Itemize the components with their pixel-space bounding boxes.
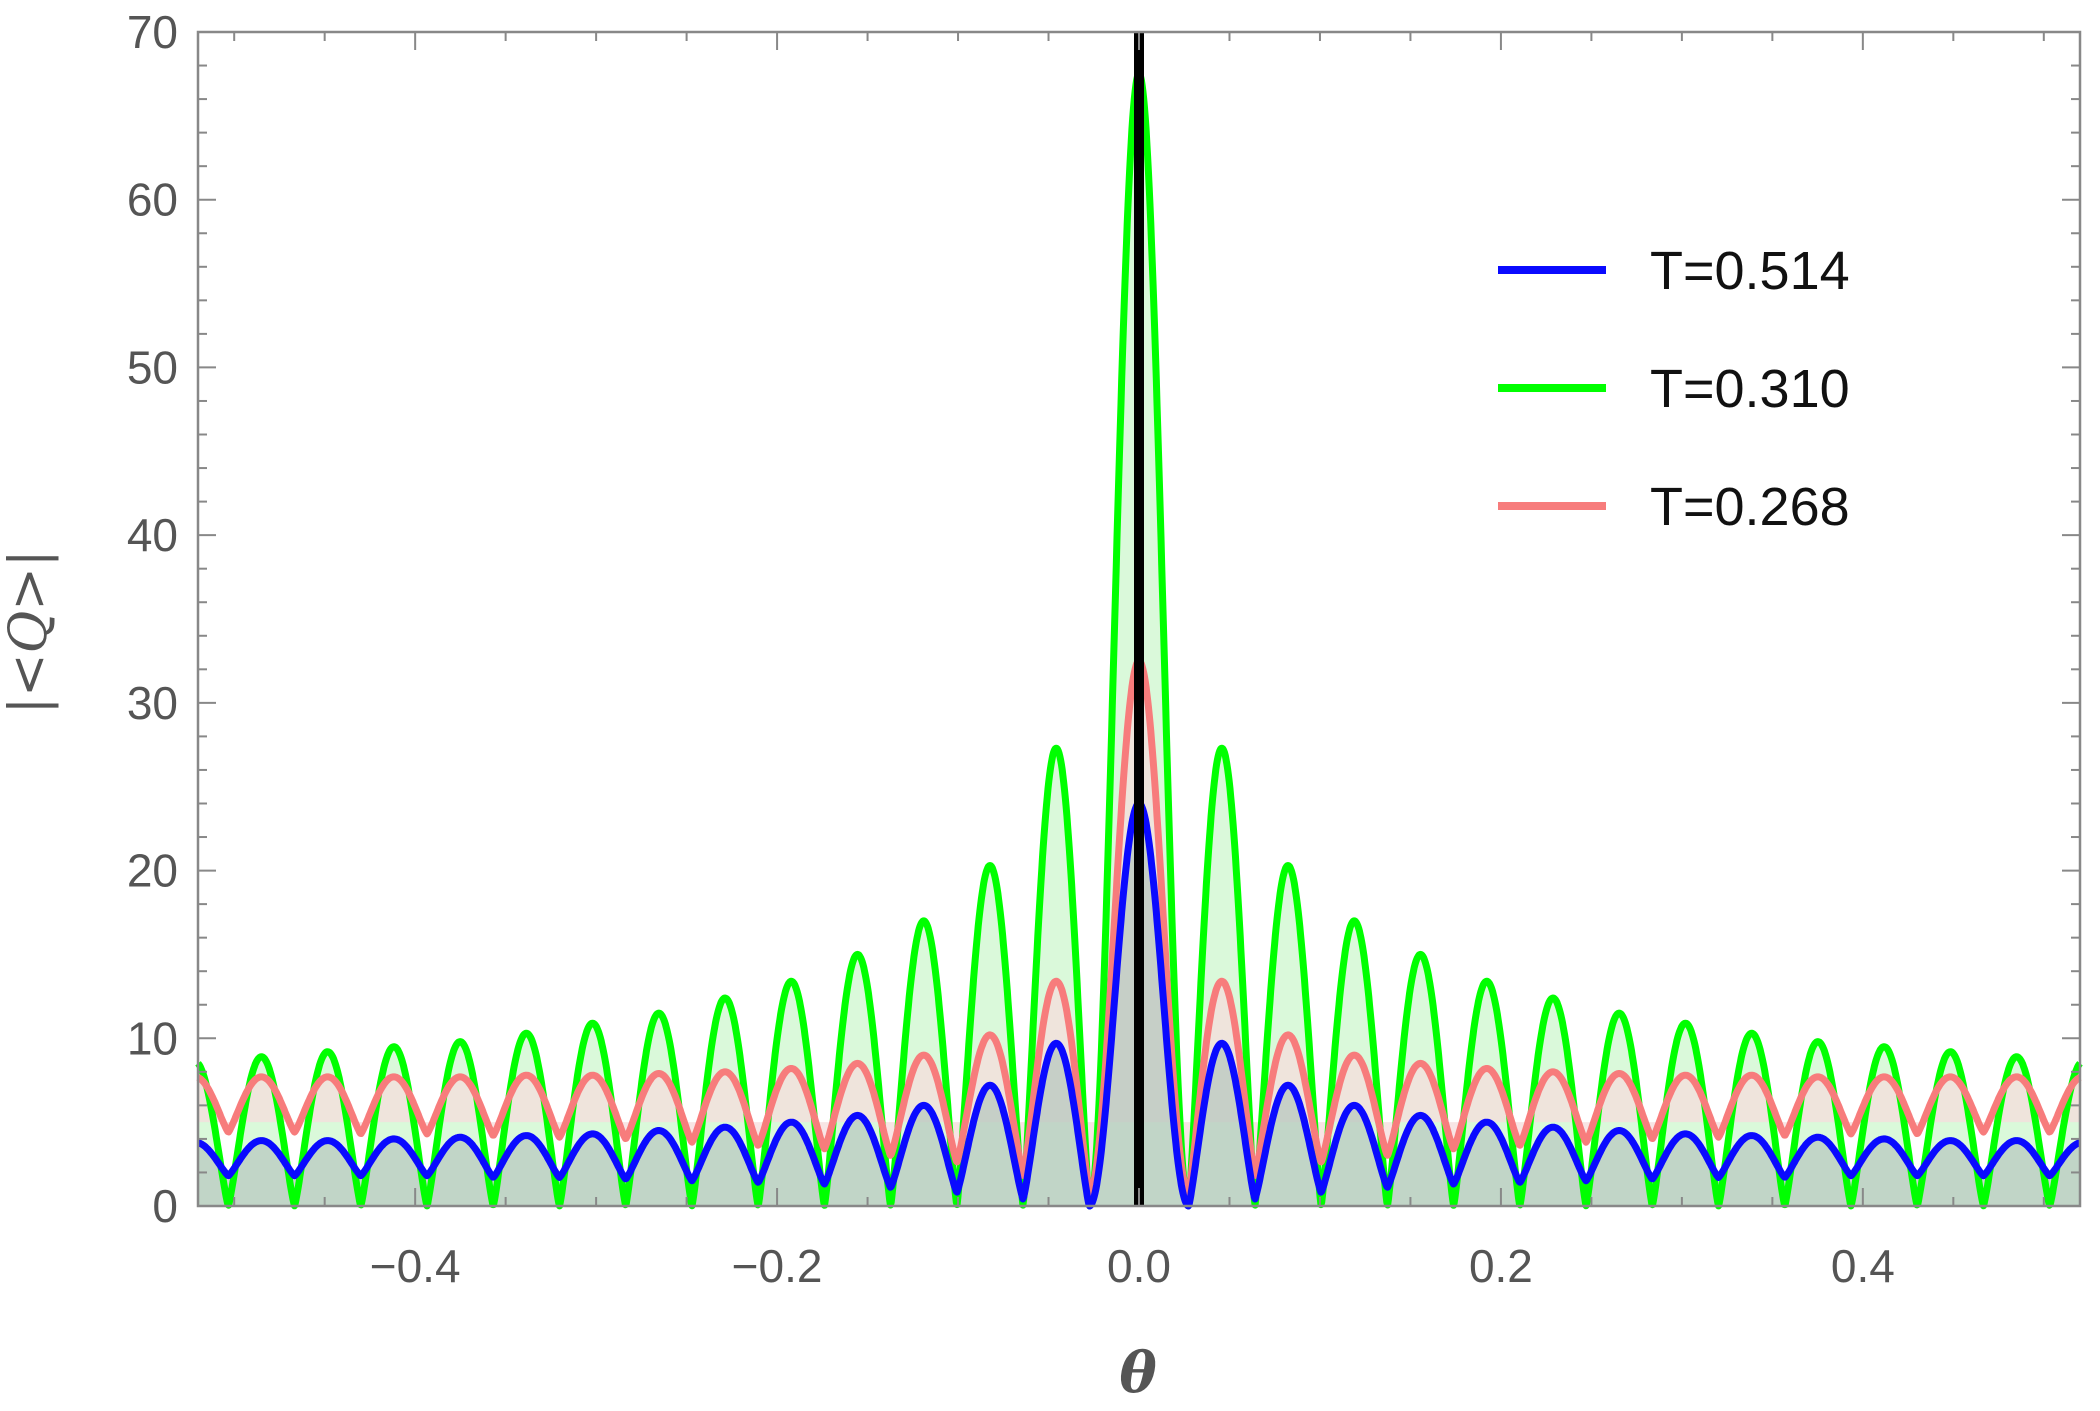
legend-label-1: T=0.310 <box>1650 359 1850 419</box>
y-axis-label: |<Q>| <box>0 550 59 715</box>
y-tick-label: 0 <box>152 1180 178 1232</box>
x-tick-label: −0.2 <box>732 1240 823 1292</box>
legend: T=0.514 T=0.310 T=0.268 <box>1498 241 1850 537</box>
y-tick-label: 30 <box>127 677 178 729</box>
legend-label-2: T=0.268 <box>1650 477 1850 537</box>
y-tick-label: 10 <box>127 1012 178 1064</box>
x-tick-label: −0.4 <box>370 1240 461 1292</box>
y-tick-label: 50 <box>127 341 178 393</box>
y-tick-label: 70 <box>127 6 178 58</box>
y-tick-label: 20 <box>127 845 178 897</box>
x-tick-label: 0.4 <box>1831 1240 1895 1292</box>
y-tick-label: 60 <box>127 174 178 226</box>
x-tick-label: 0.0 <box>1107 1240 1171 1292</box>
axis-ticks <box>198 31 2080 1207</box>
x-tick-label: 0.2 <box>1469 1240 1533 1292</box>
y-tick-label: 40 <box>127 509 178 561</box>
legend-label-0: T=0.514 <box>1650 241 1850 301</box>
x-axis-label: θ <box>1119 1340 1157 1406</box>
tick-labels: −0.4 −0.2 0.0 0.2 0.4 0 10 20 30 40 50 60 70 <box>127 6 1895 1292</box>
